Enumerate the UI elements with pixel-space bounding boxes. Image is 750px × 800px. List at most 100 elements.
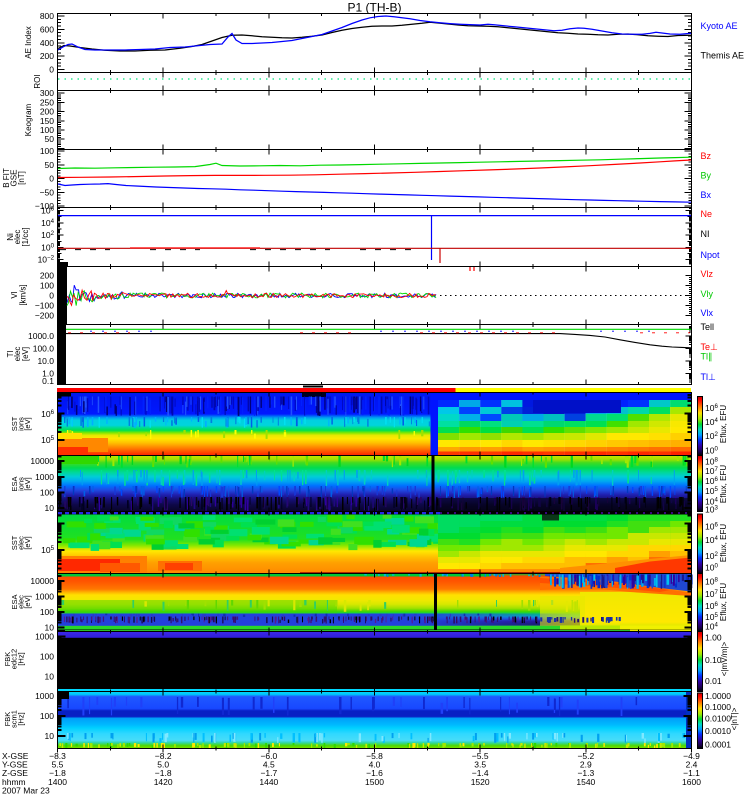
svg-text:Kyoto AE: Kyoto AE — [701, 21, 738, 31]
svg-text:elec: elec — [13, 230, 22, 245]
svg-text:150: 150 — [40, 116, 54, 126]
svg-text:X-GSE: X-GSE — [2, 751, 29, 761]
svg-text:4.5: 4.5 — [263, 760, 275, 770]
svg-text:250: 250 — [40, 97, 54, 107]
svg-text:0: 0 — [49, 291, 54, 301]
svg-text:Z-GSE: Z-GSE — [2, 768, 28, 778]
svg-text:300: 300 — [40, 88, 54, 98]
svg-text:[nT]: [nT] — [17, 171, 26, 185]
svg-text:2007 Mar 23: 2007 Mar 23 — [2, 785, 50, 795]
svg-text:104: 104 — [705, 497, 718, 507]
svg-text:105: 105 — [41, 545, 54, 555]
svg-text:105: 105 — [41, 435, 54, 445]
svg-text:1600: 1600 — [682, 777, 701, 787]
svg-text:106: 106 — [41, 206, 54, 216]
svg-text:[eV]: [eV] — [23, 417, 32, 430]
svg-text:100.0: 100.0 — [33, 344, 55, 354]
svg-text:100: 100 — [705, 446, 718, 456]
svg-text:1420: 1420 — [154, 777, 173, 787]
svg-text:10: 10 — [45, 731, 55, 741]
svg-text:−1.6: −1.6 — [366, 768, 383, 778]
svg-text:Keogram: Keogram — [24, 103, 33, 136]
svg-text:elec: elec — [13, 347, 22, 362]
svg-text:By: By — [701, 171, 712, 181]
svg-text:1000: 1000 — [35, 691, 54, 701]
svg-text:1540: 1540 — [576, 777, 595, 787]
svg-text:FBK: FBK — [3, 652, 12, 667]
svg-text:Tl∥: Tl∥ — [701, 352, 713, 362]
svg-text:107: 107 — [705, 589, 718, 599]
svg-text:−1.8: −1.8 — [49, 768, 66, 778]
svg-text:105: 105 — [705, 486, 718, 496]
svg-text:hhmm: hhmm — [2, 777, 26, 787]
svg-text:10000: 10000 — [30, 456, 54, 466]
svg-text:200: 200 — [40, 271, 54, 281]
svg-text:100: 100 — [41, 242, 54, 252]
svg-text:0.0010: 0.0010 — [705, 726, 731, 736]
svg-text:SST: SST — [10, 535, 19, 550]
svg-text:Ni: Ni — [6, 233, 15, 241]
svg-text:−50: −50 — [40, 187, 55, 197]
svg-text:0.01: 0.01 — [705, 676, 722, 686]
svg-text:106: 106 — [705, 601, 718, 611]
svg-text:10: 10 — [45, 503, 55, 513]
svg-text:Tl⊥: Tl⊥ — [701, 372, 716, 382]
svg-text:−5.8: −5.8 — [366, 751, 383, 761]
svg-text:100: 100 — [40, 281, 54, 291]
svg-text:−8.2: −8.2 — [155, 751, 172, 761]
svg-text:Themis AE: Themis AE — [701, 51, 745, 61]
svg-text:106: 106 — [705, 476, 718, 486]
svg-text:1000.0: 1000.0 — [28, 331, 54, 341]
svg-text:600: 600 — [40, 24, 54, 34]
svg-text:scm1: scm1 — [10, 710, 19, 728]
svg-text:102: 102 — [41, 230, 54, 240]
svg-text:1.00: 1.00 — [705, 632, 722, 642]
svg-text:10.0: 10.0 — [37, 356, 54, 366]
svg-text:1000: 1000 — [35, 472, 54, 482]
svg-text:100: 100 — [40, 711, 54, 721]
svg-text:10−2: 10−2 — [38, 255, 55, 265]
svg-text:100: 100 — [40, 652, 54, 662]
svg-text:−1.8: −1.8 — [155, 768, 172, 778]
svg-text:Bx: Bx — [701, 190, 712, 200]
svg-text:100: 100 — [40, 607, 54, 617]
svg-text:1440: 1440 — [259, 777, 278, 787]
svg-text:−100: −100 — [35, 301, 54, 311]
svg-text:200: 200 — [40, 107, 54, 117]
svg-text:10000: 10000 — [30, 576, 54, 586]
svg-text:ESA: ESA — [10, 476, 19, 491]
svg-text:0.1: 0.1 — [42, 376, 54, 386]
svg-text:106: 106 — [41, 409, 54, 419]
svg-text:4.0: 4.0 — [369, 760, 381, 770]
svg-text:1.0000: 1.0000 — [705, 691, 731, 701]
svg-text:1500: 1500 — [365, 777, 384, 787]
svg-text:[eV]: [eV] — [21, 347, 30, 361]
svg-text:−1.1: −1.1 — [683, 768, 700, 778]
svg-text:0: 0 — [49, 65, 54, 75]
svg-text:104: 104 — [705, 535, 718, 545]
svg-text:[eV]: [eV] — [23, 595, 32, 608]
svg-text:1000: 1000 — [35, 632, 54, 642]
svg-text:Eflux, EFU: Eflux, EFU — [719, 524, 728, 562]
svg-text:100: 100 — [40, 125, 54, 135]
svg-text:Eflux, EFU: Eflux, EFU — [719, 583, 728, 621]
svg-text:Tl: Tl — [6, 350, 15, 357]
svg-text:[km/s]: [km/s] — [19, 284, 28, 305]
svg-text:0.0001: 0.0001 — [705, 740, 731, 750]
svg-text:ESA: ESA — [10, 594, 19, 609]
svg-text:Vly: Vly — [701, 289, 714, 299]
svg-text:100: 100 — [705, 563, 718, 573]
svg-text:−1.4: −1.4 — [472, 768, 489, 778]
svg-text:5.5: 5.5 — [52, 760, 64, 770]
svg-text:B FIT: B FIT — [2, 168, 11, 188]
svg-text:GSE: GSE — [10, 170, 19, 187]
svg-text:edc12: edc12 — [10, 649, 19, 669]
svg-text:Eflux, EFU: Eflux, EFU — [719, 405, 728, 443]
svg-text:SST: SST — [10, 416, 19, 431]
svg-text:0.1000: 0.1000 — [705, 702, 731, 712]
svg-text:1520: 1520 — [471, 777, 490, 787]
svg-text:[Hz]: [Hz] — [17, 652, 26, 665]
svg-text:Eflux, EFU: Eflux, EFU — [719, 465, 728, 503]
svg-text:106: 106 — [705, 521, 718, 531]
svg-text:108: 108 — [705, 577, 718, 587]
